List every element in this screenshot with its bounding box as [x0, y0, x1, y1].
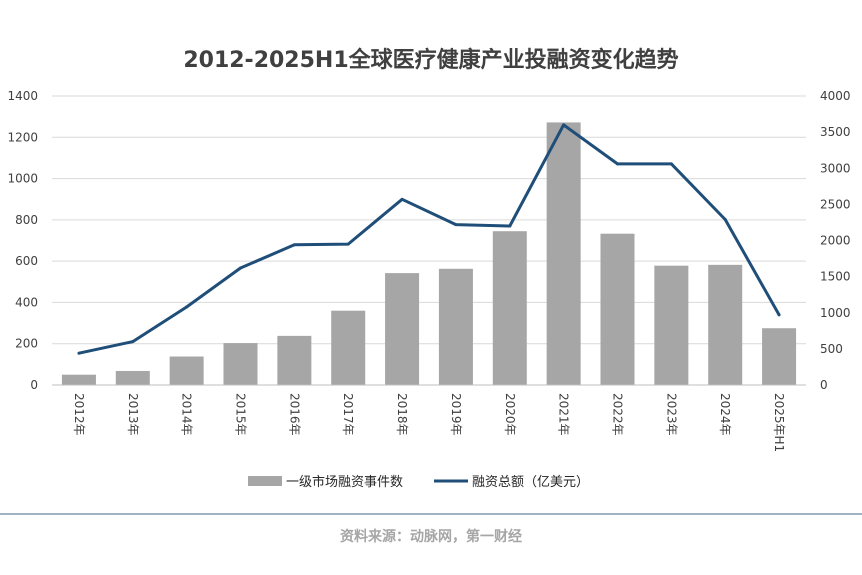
right-y-tick-label: 0	[820, 378, 828, 392]
x-tick-label: 2025年H1	[772, 393, 786, 452]
bar	[331, 310, 366, 385]
line-point	[292, 243, 296, 247]
bar-series	[61, 122, 797, 386]
line-point	[346, 242, 350, 246]
bar	[708, 264, 743, 385]
x-tick-label: 2018年	[395, 393, 409, 436]
line-series	[77, 123, 781, 355]
line-point	[669, 162, 673, 166]
x-tick-label: 2019年	[449, 393, 463, 436]
legend-bar-swatch	[248, 476, 282, 486]
chart-title: 2012-2025H1全球医疗健康产业投融资变化趋势	[183, 47, 678, 73]
right-y-tick-label: 2500	[820, 197, 851, 211]
bar	[223, 343, 258, 385]
x-tick-label: 2014年	[180, 393, 194, 436]
line-series-path	[78, 123, 781, 355]
line-point	[616, 162, 619, 166]
left-y-tick-label: 1000	[7, 172, 38, 186]
line-point	[239, 266, 242, 270]
x-tick-label: 2012年	[72, 393, 86, 436]
bar	[546, 122, 581, 386]
bar	[600, 233, 635, 385]
line-point	[400, 197, 404, 201]
x-tick-label: 2013年	[126, 393, 140, 436]
bar	[438, 268, 473, 385]
right-y-tick-label: 4000	[820, 89, 851, 103]
left-y-tick-label: 1400	[7, 89, 38, 103]
x-tick-label: 2016年	[287, 393, 301, 436]
bar	[277, 335, 312, 385]
right-y-tick-label: 3500	[820, 125, 851, 139]
x-tick-label: 2021年	[557, 393, 571, 436]
left-y-tick-label: 600	[15, 254, 38, 268]
legend: 一级市场融资事件数 融资总额（亿美元）	[248, 474, 589, 490]
bar	[61, 374, 96, 385]
line-point	[77, 351, 81, 355]
source-note: 资料来源：动脉网，第一财经	[340, 528, 522, 545]
right-y-tick-label: 500	[820, 342, 843, 356]
left-y-tick-label: 0	[30, 378, 38, 392]
line-point	[562, 123, 566, 127]
left-y-tick-label: 200	[15, 337, 38, 351]
left-y-tick-label: 1200	[7, 130, 38, 144]
line-point	[508, 224, 512, 228]
legend-bar-label: 一级市场融资事件数	[286, 474, 403, 490]
legend-line-label: 融资总额（亿美元）	[472, 475, 589, 490]
x-tick-label: 2017年	[341, 393, 355, 436]
bar	[115, 370, 150, 385]
x-tick-label: 2023年	[664, 393, 678, 436]
gridlines	[52, 95, 806, 386]
x-tick-label: 2015年	[234, 393, 248, 436]
left-y-tick-label: 800	[15, 213, 38, 227]
bar	[169, 356, 204, 385]
line-point	[185, 305, 189, 309]
right-y-axis: 0 500 1000 1500 2000 2500 3000 3500 4000	[820, 89, 851, 392]
right-y-tick-label: 1000	[820, 306, 851, 320]
right-y-tick-label: 3000	[820, 161, 851, 175]
right-y-tick-label: 1500	[820, 270, 851, 284]
bar	[385, 273, 420, 385]
right-y-tick-label: 2000	[820, 234, 851, 248]
left-y-axis: 0 200 400 600 800 1000 1200 1400	[7, 89, 38, 392]
line-point	[723, 218, 727, 222]
line-point	[777, 313, 781, 317]
x-axis: 2012年 2013年 2014年 2015年 2016年 2017年 2018年 2019年…	[52, 384, 806, 452]
x-tick-label: 2024年	[718, 393, 732, 436]
x-tick-label: 2020年	[503, 393, 517, 436]
x-tick-label: 2022年	[611, 393, 625, 436]
line-point	[454, 223, 458, 227]
left-y-tick-label: 400	[15, 295, 38, 309]
bar	[654, 265, 689, 385]
bar	[762, 328, 797, 385]
bar	[492, 231, 527, 385]
line-point	[131, 340, 135, 344]
